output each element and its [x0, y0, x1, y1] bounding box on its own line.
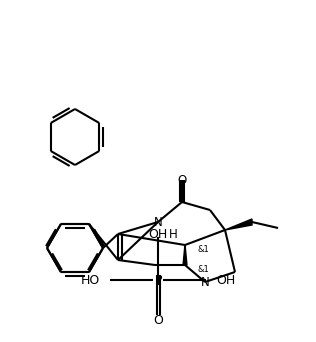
Text: P: P — [154, 274, 162, 287]
Text: N: N — [154, 215, 162, 228]
Polygon shape — [183, 245, 187, 265]
Text: O: O — [153, 314, 163, 327]
Text: O: O — [177, 173, 187, 186]
Text: &1: &1 — [197, 246, 209, 254]
Text: H: H — [169, 228, 177, 241]
Text: N: N — [201, 276, 210, 289]
Text: OH: OH — [149, 227, 167, 240]
Text: &1: &1 — [197, 265, 209, 275]
Text: OH: OH — [216, 274, 235, 287]
Polygon shape — [225, 219, 252, 230]
Text: HO: HO — [81, 274, 100, 287]
